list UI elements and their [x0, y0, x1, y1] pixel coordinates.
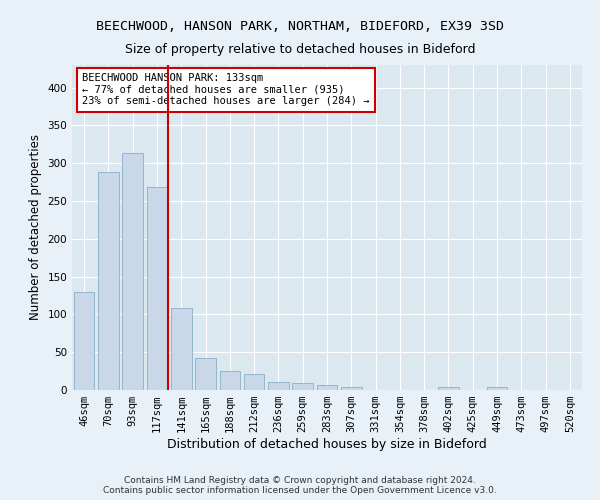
Text: Contains HM Land Registry data © Crown copyright and database right 2024.
Contai: Contains HM Land Registry data © Crown c… — [103, 476, 497, 495]
Text: BEECHWOOD, HANSON PARK, NORTHAM, BIDEFORD, EX39 3SD: BEECHWOOD, HANSON PARK, NORTHAM, BIDEFOR… — [96, 20, 504, 33]
Bar — [98, 172, 119, 390]
Bar — [487, 387, 508, 390]
Bar — [220, 371, 240, 390]
Bar — [171, 308, 191, 390]
Bar — [146, 188, 167, 390]
Bar — [195, 358, 216, 390]
Bar — [74, 292, 94, 390]
Text: Size of property relative to detached houses in Bideford: Size of property relative to detached ho… — [125, 42, 475, 56]
Bar — [292, 383, 313, 390]
Bar — [268, 382, 289, 390]
Bar — [244, 374, 265, 390]
X-axis label: Distribution of detached houses by size in Bideford: Distribution of detached houses by size … — [167, 438, 487, 451]
Y-axis label: Number of detached properties: Number of detached properties — [29, 134, 42, 320]
Bar — [122, 154, 143, 390]
Bar — [438, 387, 459, 390]
Text: BEECHWOOD HANSON PARK: 133sqm
← 77% of detached houses are smaller (935)
23% of : BEECHWOOD HANSON PARK: 133sqm ← 77% of d… — [82, 73, 370, 106]
Bar — [317, 384, 337, 390]
Bar — [341, 387, 362, 390]
